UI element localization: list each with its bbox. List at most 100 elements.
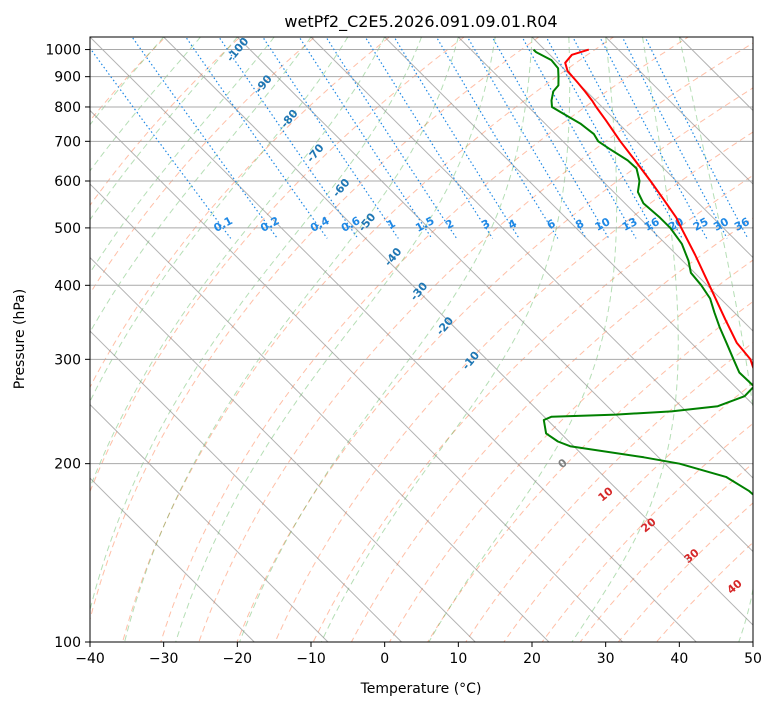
dry-adiabat: [655, 541, 753, 642]
moist-adiabat: [90, 37, 238, 221]
isotherm: [90, 330, 402, 642]
x-tick-label: 20: [523, 651, 541, 667]
y-tick-label: 500: [54, 221, 81, 237]
dry-adiabat: [503, 382, 753, 642]
mixing-ratio-line: [491, 37, 610, 239]
x-tick-label: 10: [449, 651, 467, 667]
y-tick-label: 800: [54, 100, 81, 116]
mixing-ratio-label: 36: [732, 215, 752, 234]
moist-adiabat: [124, 37, 459, 642]
dry-adiabat: [350, 217, 753, 642]
mixing-ratio-label: 13: [620, 215, 640, 234]
isotherm: [236, 37, 753, 553]
dry-adiabat-label: -20: [434, 314, 457, 338]
dry-adiabat: [312, 174, 753, 642]
isotherm: [457, 37, 753, 332]
isotherm: [90, 183, 550, 642]
isotherm: [163, 37, 753, 626]
mixing-ratio-label: 0.4: [308, 214, 332, 235]
mixing-ratio-label: 1: [385, 217, 398, 232]
y-tick-label: 700: [54, 134, 81, 150]
mixing-ratio-label: 3: [479, 217, 492, 232]
mixing-ratio-label: 25: [691, 215, 711, 234]
x-tick-label: 0: [380, 651, 389, 667]
plot-frame: [89, 36, 754, 643]
x-axis-title: Temperature (°C): [360, 681, 482, 697]
dry-adiabat: [90, 37, 540, 622]
moist-adiabat: [90, 37, 312, 334]
dewpoint-profile: [532, 48, 753, 496]
moist-adiabat: [90, 37, 201, 172]
moist-adiabat: [678, 37, 753, 642]
y-tick-label: 100: [54, 635, 81, 651]
dry-adiabat: [90, 37, 316, 295]
mixing-ratio-label: 10: [593, 215, 613, 234]
moist-adiabat: [571, 37, 679, 642]
dry-adiabat: [617, 502, 753, 642]
x-tick-label: −20: [223, 651, 253, 667]
mixing-ratio-label: 8: [573, 217, 586, 232]
dry-adiabat: [198, 42, 753, 642]
y-tick-label: 400: [54, 278, 81, 294]
mixing-ratio-label: 4: [506, 217, 519, 232]
moist-adiabat: [320, 37, 571, 642]
mixing-ratio-line: [545, 37, 659, 239]
isotherm: [384, 37, 753, 406]
x-tick-label: −30: [149, 651, 179, 667]
y-tick-label: 300: [54, 352, 81, 368]
moist-adiabat: [428, 37, 618, 642]
dry-adiabat: [236, 87, 753, 642]
mixing-ratio-line: [298, 37, 433, 239]
x-tick-label: 30: [597, 651, 615, 667]
dry-adiabat-label: -40: [382, 245, 405, 269]
moist-adiabat: [90, 37, 422, 612]
y-tick-label: 200: [54, 457, 81, 473]
dry-adiabat: [90, 37, 241, 207]
isotherm: [531, 37, 753, 259]
isotherm: [90, 256, 476, 642]
x-tick-label: −40: [75, 651, 105, 667]
dry-adiabat: [541, 422, 753, 642]
dry-adiabat-label: -80: [278, 107, 301, 131]
y-tick-label: 600: [54, 174, 81, 190]
mixing-ratio-label: 16: [642, 215, 662, 234]
moist-adiabat: [90, 37, 386, 489]
mixing-ratio-line: [262, 37, 399, 239]
dry-adiabat: [160, 37, 690, 642]
mixing-ratio-line: [466, 37, 587, 239]
isotherm: [752, 37, 753, 38]
dry-adiabat: [90, 37, 465, 493]
moist-adiabat-label: 30: [682, 546, 702, 566]
dry-adiabat: [274, 131, 753, 642]
mixing-ratio-label: 30: [711, 215, 731, 234]
mixing-ratio-line: [435, 37, 559, 239]
dry-adiabat: [388, 259, 753, 642]
mixing-ratio-line: [90, 47, 232, 239]
dry-adiabat-label: -50: [356, 210, 379, 234]
y-axis-title: Pressure (hPa): [12, 289, 28, 389]
moist-adiabat: [90, 37, 275, 274]
moist-adiabat-label: 20: [639, 515, 659, 535]
mixing-ratio-line: [364, 37, 494, 239]
mixing-ratio-line: [185, 37, 328, 239]
dry-adiabat-label: -90: [252, 72, 275, 96]
moist-adiabat: [175, 37, 496, 642]
mixing-ratio-line: [325, 37, 458, 239]
y-tick-label: 900: [54, 70, 81, 86]
moist-adiabat: [90, 37, 165, 126]
mixing-ratio-line: [621, 37, 728, 239]
moist-adiabat-label: 10: [596, 484, 616, 504]
dry-adiabat: [427, 300, 753, 642]
mixing-ratio-label: 2: [443, 217, 456, 232]
moist-adiabat-label: 40: [725, 577, 745, 597]
mixing-ratio-line: [599, 37, 708, 239]
dry-adiabat: [579, 462, 753, 642]
temperature-profile: [564, 48, 753, 371]
isotherm: [90, 109, 623, 642]
isotherm: [90, 37, 697, 642]
isotherm: [90, 477, 255, 642]
dry-adiabat: [465, 341, 753, 642]
x-tick-label: 50: [744, 651, 762, 667]
